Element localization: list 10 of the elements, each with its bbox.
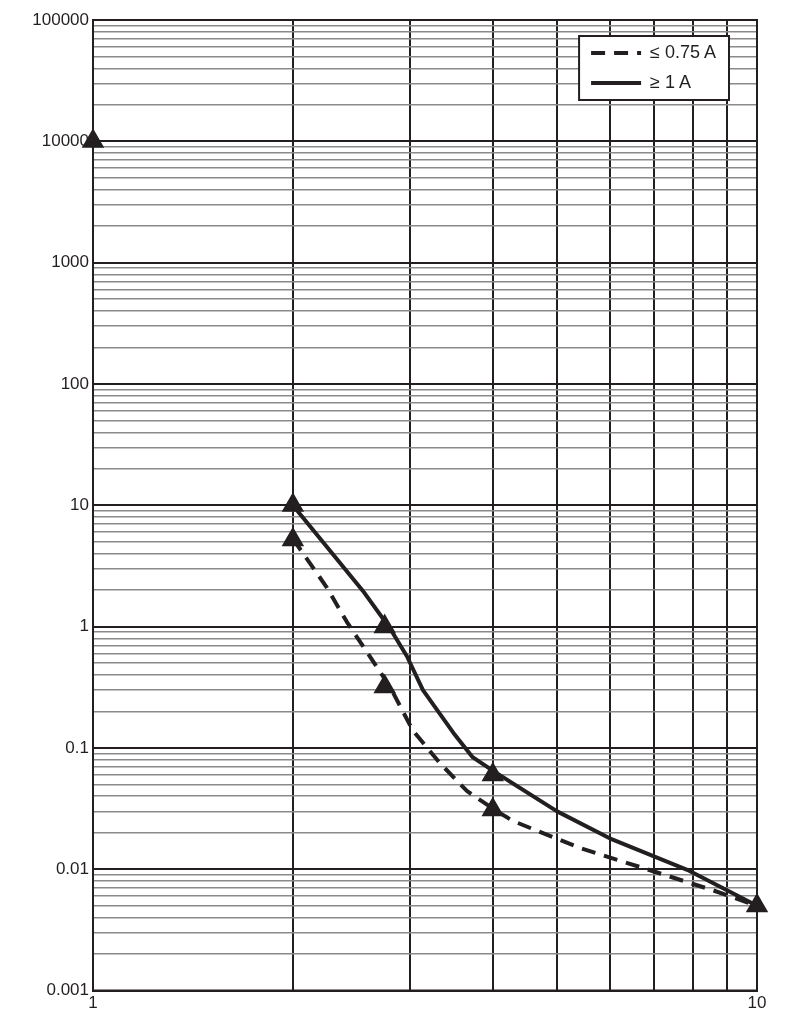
y-tick-label: 0.01 — [55, 858, 89, 878]
y-tick-label: 100 — [60, 373, 89, 393]
y-tick-label: 10 — [70, 494, 89, 514]
y-tick-label: 0.001 — [46, 980, 89, 1000]
y-tick-label: 100000 — [32, 9, 89, 29]
y-tick-label: 0.1 — [65, 737, 89, 757]
legend-label: ≥ 1 A — [650, 71, 691, 92]
legend-label: ≤ 0.75 A — [650, 41, 717, 62]
y-tick-label: 1000 — [51, 252, 89, 272]
y-tick-label: 1 — [79, 616, 89, 636]
